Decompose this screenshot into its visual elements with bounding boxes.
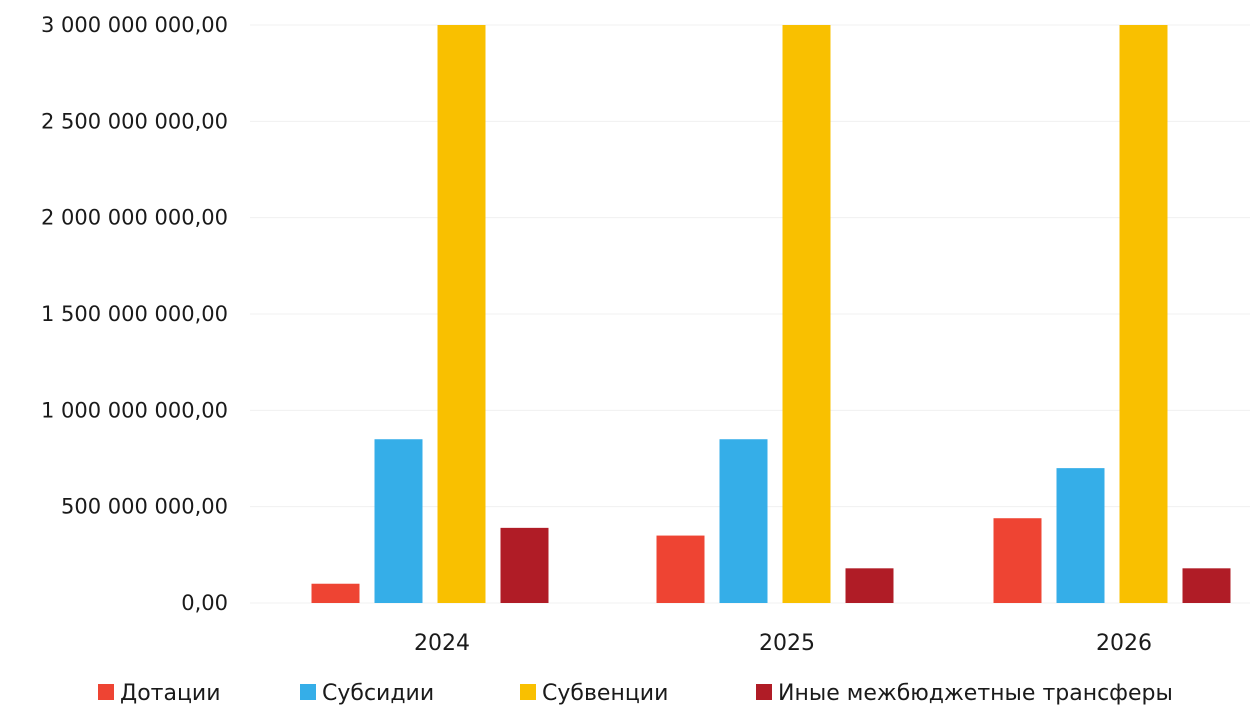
x-tick-label: 2026 <box>1096 631 1152 656</box>
legend-swatch <box>300 684 316 700</box>
y-tick-label: 3 000 000 000,00 <box>41 13 228 37</box>
legend-item: Субсидии <box>300 681 434 706</box>
legend-swatch <box>98 684 114 700</box>
bar-1-2026 <box>993 518 1042 603</box>
legend-swatch <box>756 684 772 700</box>
y-tick-label: 2 000 000 000,00 <box>41 206 228 230</box>
bar-2-2026 <box>1056 468 1105 603</box>
legend-item: Субвенции <box>520 681 668 706</box>
legend-label: Субсидии <box>322 681 434 706</box>
legend-item: Иные межбюджетные трансферы <box>756 681 1173 706</box>
legend-label: Иные межбюджетные трансферы <box>778 681 1173 706</box>
bar-2-2024 <box>374 439 423 603</box>
bar-3-2025 <box>782 25 831 603</box>
y-tick-label: 500 000 000,00 <box>61 495 228 519</box>
bar-4-2024 <box>500 527 549 603</box>
bar-2-2025 <box>719 439 768 603</box>
x-tick-label: 2024 <box>414 631 470 656</box>
bar-3-2026 <box>1119 25 1168 603</box>
y-tick-label: 1 500 000 000,00 <box>41 302 228 326</box>
bar-3-2024 <box>437 25 486 603</box>
bars <box>311 25 1231 603</box>
y-tick-label: 0,00 <box>181 591 228 615</box>
bar-4-2026 <box>1182 568 1231 603</box>
y-tick-label: 1 000 000 000,00 <box>41 398 228 422</box>
y-tick-label: 2 500 000 000,00 <box>41 109 228 133</box>
bar-1-2025 <box>656 535 705 603</box>
legend-item: Дотации <box>98 681 221 706</box>
legend-label: Субвенции <box>542 681 668 706</box>
bar-1-2024 <box>311 583 360 603</box>
x-tick-label: 2025 <box>759 631 815 656</box>
legend: Дотации Субсидии Субвенции Иные межбюджетны… <box>98 681 1173 706</box>
legend-label: Дотации <box>120 681 221 706</box>
x-axis-tick-labels: 2024 2025 2026 <box>414 631 1152 656</box>
legend-swatch <box>520 684 536 700</box>
y-axis-tick-labels: 0,00 500 000 000,00 1 000 000 000,00 1 500 … <box>41 13 228 615</box>
bar-4-2025 <box>845 568 894 603</box>
